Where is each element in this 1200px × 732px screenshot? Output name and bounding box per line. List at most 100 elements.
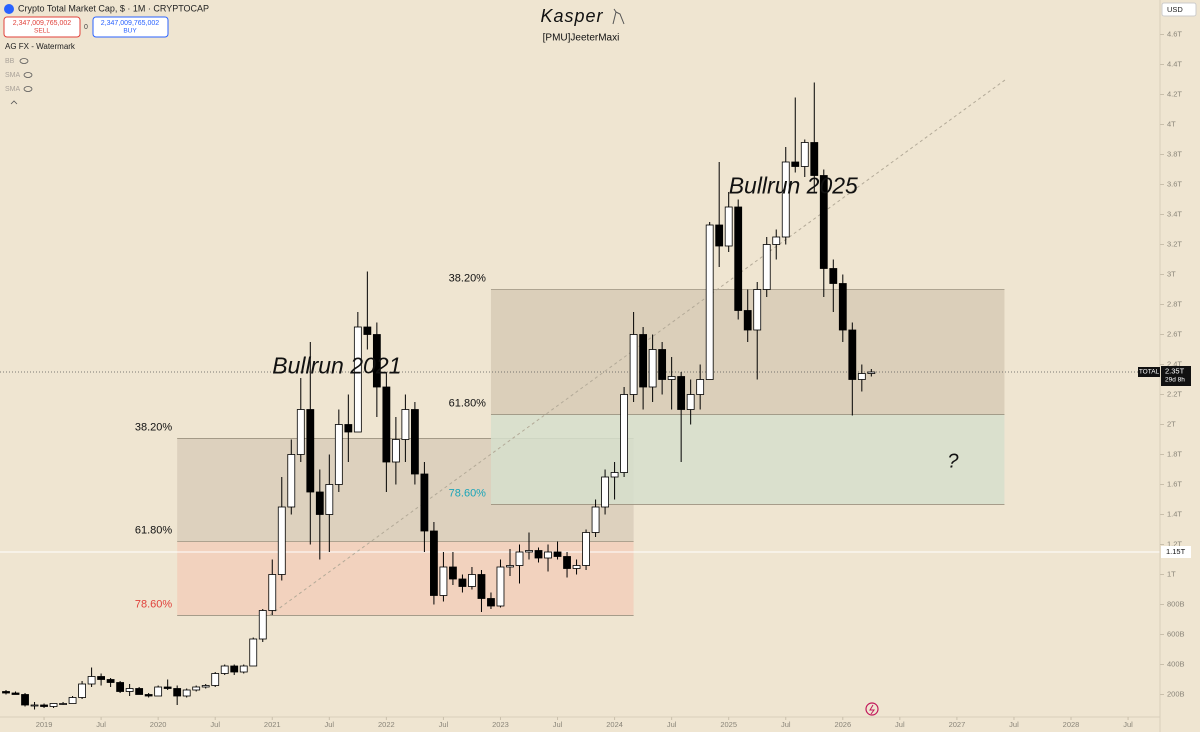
- candle-body: [49, 703, 58, 707]
- indicator-label[interactable]: SMA: [5, 86, 21, 93]
- eye-icons[interactable]: [10, 58, 33, 105]
- indicator-label[interactable]: BB: [5, 58, 15, 65]
- candle-body: [344, 424, 353, 433]
- y-tick-label: 400B: [1167, 659, 1185, 668]
- candle-body: [220, 665, 229, 674]
- y-tick-label: 2.8T: [1167, 299, 1182, 308]
- last-price-name: TOTAL: [1139, 369, 1160, 376]
- annotation: Bullrun 2025: [729, 173, 858, 199]
- candle-body: [40, 704, 48, 707]
- y-tick-label: 1.2T: [1167, 539, 1182, 548]
- x-tick-label: Jul: [96, 720, 106, 729]
- x-tick-label: Jul: [325, 720, 335, 729]
- candle-body: [705, 224, 714, 380]
- currency: USD: [1167, 5, 1183, 14]
- candle-body: [391, 439, 400, 463]
- candle-body: [201, 685, 210, 688]
- candle-body: [125, 688, 134, 692]
- last-price-label: 2.35T: [1165, 366, 1185, 375]
- candle-body: [458, 578, 467, 587]
- crosshair-tag: [1161, 546, 1191, 558]
- currency-button[interactable]: [1161, 2, 1197, 17]
- x-tick-label: 2028: [1063, 720, 1080, 729]
- countdown: 29d 8h: [1165, 377, 1185, 384]
- candle-body: [173, 688, 182, 697]
- candle-body: [496, 566, 505, 607]
- buy-price: 2,347,009,765,002: [101, 20, 159, 27]
- buy-label: BUY: [123, 28, 137, 35]
- x-tick-label: 2023: [492, 720, 509, 729]
- y-tick-label: 3.8T: [1167, 149, 1182, 158]
- candle-body: [21, 694, 29, 706]
- candle-body: [572, 565, 581, 569]
- candle-body: [334, 424, 343, 485]
- x-tick-label: Jul: [439, 720, 449, 729]
- candle-body: [468, 574, 476, 587]
- candle-body: [249, 638, 258, 667]
- candle-body: [553, 551, 562, 557]
- candle-body: [867, 371, 876, 374]
- y-tick-label: 1.4T: [1167, 509, 1182, 518]
- sell-label: SELL: [34, 28, 50, 35]
- x-tick-label: 2020: [150, 720, 167, 729]
- y-tick-label: 200B: [1167, 689, 1185, 698]
- candle-body: [106, 679, 115, 683]
- x-tick-label: 2026: [834, 720, 851, 729]
- indicator-label[interactable]: SMA: [5, 72, 21, 79]
- candle-body: [192, 686, 201, 691]
- candle-body: [211, 673, 220, 686]
- candle-body: [715, 224, 724, 247]
- y-tick-label: 4.4T: [1167, 59, 1182, 68]
- candle-body: [30, 704, 39, 707]
- fib-band: [490, 414, 1005, 505]
- candle-body: [857, 373, 866, 380]
- buy-button[interactable]: [92, 16, 169, 38]
- last-price-tag: [1161, 366, 1191, 386]
- watermark-title: Kasper: [540, 6, 603, 26]
- candle-body: [848, 329, 857, 380]
- candle-body: [287, 454, 296, 508]
- candle-body: [154, 686, 163, 697]
- x-tick-label: Jul: [667, 720, 677, 729]
- candle-body: [696, 379, 705, 395]
- annotation: ?: [947, 450, 959, 472]
- events-icon[interactable]: [865, 702, 879, 716]
- candle-body: [135, 688, 144, 695]
- y-tick-label: 3.4T: [1167, 209, 1182, 218]
- candle-body: [182, 689, 191, 697]
- candle-body: [667, 376, 676, 380]
- x-tick-label: Jul: [210, 720, 220, 729]
- fib-label: 78.60%: [449, 487, 487, 499]
- candle-body: [620, 394, 628, 473]
- candle-body: [772, 236, 781, 245]
- x-tick-label: Jul: [895, 720, 905, 729]
- candle-body: [68, 697, 77, 704]
- annotation: Bullrun 2021: [272, 353, 401, 379]
- watermark-subtitle: [PMU]JeeterMaxi: [543, 33, 620, 44]
- candle-body: [382, 386, 391, 463]
- candle-body: [800, 142, 809, 167]
- y-tick-label: 3.2T: [1167, 239, 1182, 248]
- y-tick-label: 4.6T: [1167, 29, 1182, 38]
- candle-body: [268, 574, 277, 611]
- candle-body: [658, 349, 667, 380]
- x-tick-label: Jul: [1123, 720, 1133, 729]
- candle-body: [116, 682, 125, 692]
- candle-body: [239, 665, 248, 673]
- candle-body: [781, 161, 790, 238]
- fib-band: [177, 541, 634, 616]
- sell-button[interactable]: [3, 16, 81, 38]
- candle-body: [791, 161, 800, 167]
- indicator-label[interactable]: AG FX - Watermark: [5, 42, 76, 51]
- symbol-title[interactable]: Crypto Total Market Cap, $ · 1M · CRYPTO…: [18, 3, 209, 13]
- candle-body: [534, 550, 543, 559]
- candle-body: [677, 376, 686, 410]
- y-tick-label: 4T: [1167, 119, 1176, 128]
- y-tick-label: 800B: [1167, 599, 1185, 608]
- candle-body: [686, 394, 695, 410]
- events-bolt: [869, 704, 875, 715]
- sell-price: 2,347,009,765,002: [13, 20, 71, 27]
- candle-body: [648, 349, 657, 388]
- candle-body: [743, 310, 752, 331]
